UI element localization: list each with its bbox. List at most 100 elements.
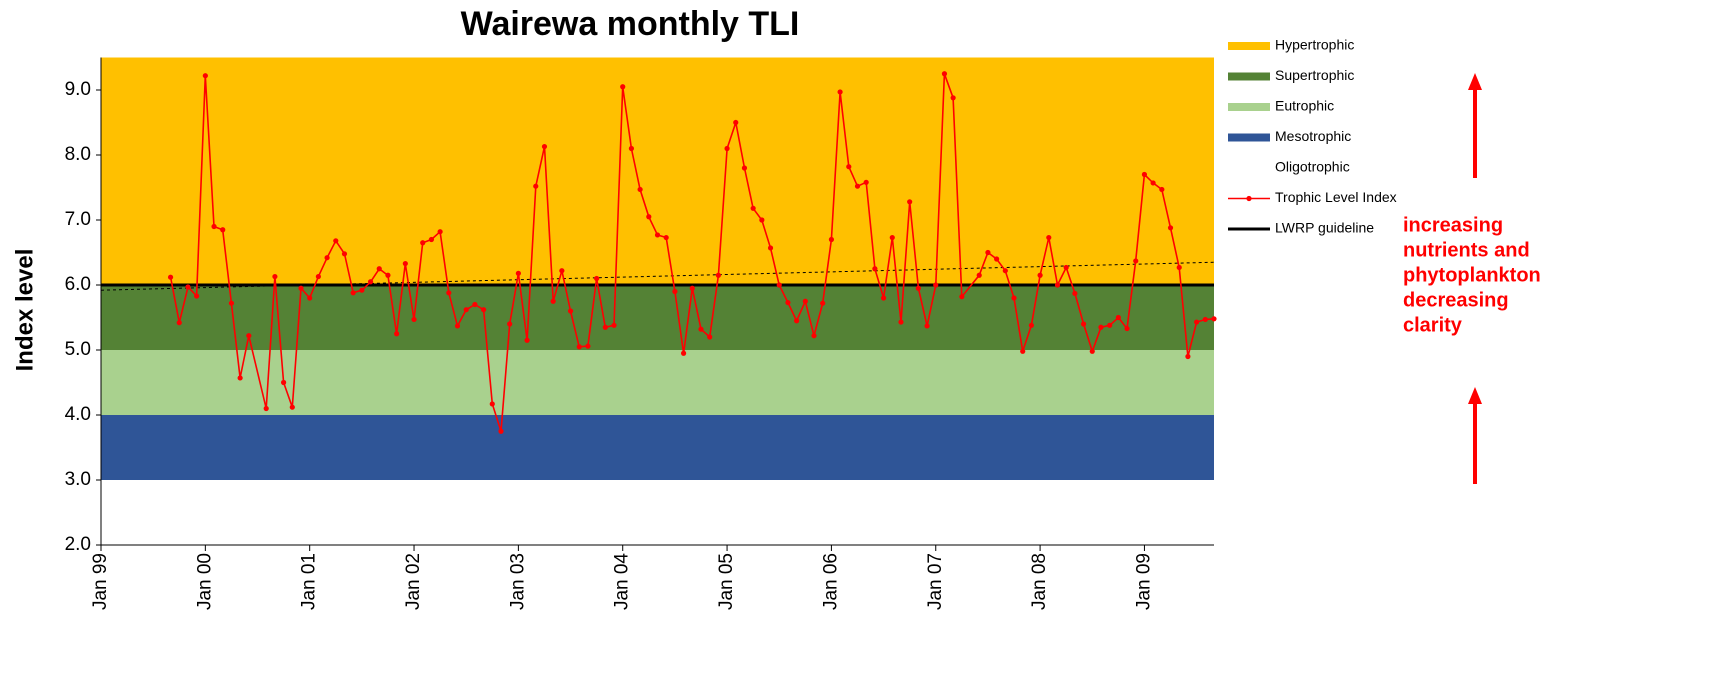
annotation: increasing <box>1403 214 1503 236</box>
data-point <box>1072 290 1078 297</box>
data-point <box>733 119 739 126</box>
legend-label: Mesotrophic <box>1275 128 1351 144</box>
data-point <box>472 301 478 308</box>
annotation: decreasing <box>1403 289 1509 311</box>
data-point <box>863 179 869 185</box>
legend: Hypertrophic Supertrophic Eutrophic Mesotro… <box>1228 37 1397 236</box>
data-point <box>411 316 417 323</box>
data-point <box>1185 353 1191 360</box>
data-point <box>794 318 800 324</box>
data-point <box>1089 348 1095 354</box>
data-point <box>367 279 374 285</box>
data-point <box>950 95 956 101</box>
data-point <box>750 205 756 211</box>
data-point <box>585 343 591 349</box>
data-point <box>185 284 191 290</box>
data-point <box>646 214 652 220</box>
x-tick-label: Jan 02 <box>403 553 424 610</box>
data-point <box>246 333 252 339</box>
data-point <box>785 299 791 306</box>
data-point <box>611 322 617 328</box>
x-tick-label: Jan 99 <box>90 553 111 610</box>
legend-label: Eutrophic <box>1275 98 1334 114</box>
data-point <box>498 428 504 434</box>
data-point <box>759 217 765 223</box>
legend-swatch-marker <box>1246 195 1252 202</box>
data-point <box>907 199 913 205</box>
legend-label: LWRP guideline <box>1275 220 1374 236</box>
data-point <box>1020 348 1026 354</box>
trophic-band <box>101 57 1214 285</box>
data-point <box>707 334 713 340</box>
data-point <box>1133 258 1139 264</box>
data-point <box>1028 322 1034 328</box>
annotation: nutrients and <box>1403 239 1530 261</box>
y-tick-label: 2.0 <box>65 534 91 555</box>
annotation: phytoplankton <box>1403 264 1541 286</box>
data-point <box>359 287 365 293</box>
arrow-up-top <box>1468 73 1482 178</box>
data-point <box>1159 186 1165 193</box>
data-point <box>985 249 991 256</box>
data-point <box>1002 268 1008 274</box>
y-tick-label: 7.0 <box>65 209 91 230</box>
data-point <box>167 274 174 280</box>
data-point <box>776 282 782 288</box>
data-point <box>324 255 330 261</box>
data-point <box>959 294 965 300</box>
data-point <box>263 405 269 412</box>
data-point <box>767 245 774 251</box>
arrow-up-bottom <box>1468 387 1482 484</box>
y-tick-label: 4.0 <box>65 404 91 425</box>
data-point <box>1150 180 1156 186</box>
data-point <box>846 164 852 170</box>
data-point <box>1080 321 1087 327</box>
data-point <box>802 298 808 304</box>
data-point <box>654 232 661 238</box>
x-tick-label: Jan 06 <box>820 553 841 610</box>
data-point <box>420 240 426 246</box>
data-point <box>1167 225 1174 231</box>
data-point <box>202 73 208 79</box>
y-tick-label: 6.0 <box>65 274 91 295</box>
data-point <box>689 285 695 291</box>
data-point <box>1176 264 1182 271</box>
data-point <box>394 331 400 337</box>
data-point <box>463 307 469 313</box>
x-tick-label: Jan 04 <box>612 553 633 610</box>
data-point <box>880 295 887 301</box>
data-point <box>541 143 548 150</box>
data-point <box>1194 319 1200 325</box>
y-tick-label: 5.0 <box>65 339 91 360</box>
data-point <box>489 401 495 407</box>
data-point <box>715 272 721 278</box>
data-point <box>1054 282 1061 288</box>
x-tick-label: Jan 01 <box>299 553 320 610</box>
data-point <box>402 260 408 267</box>
trophic-band <box>101 350 1214 415</box>
data-point <box>1202 316 1208 323</box>
data-point <box>428 236 435 243</box>
data-point <box>307 295 313 301</box>
trophic-band <box>101 480 1214 545</box>
data-point <box>1046 234 1052 241</box>
data-point <box>454 323 461 329</box>
data-point <box>594 275 600 282</box>
plot-area <box>100 57 1217 545</box>
data-point <box>741 165 748 171</box>
data-point <box>1141 171 1148 178</box>
data-point <box>872 266 878 272</box>
data-point <box>446 290 452 296</box>
data-point <box>933 282 939 288</box>
data-point <box>341 251 348 257</box>
y-tick-label: 3.0 <box>65 469 91 490</box>
legend-label: Hypertrophic <box>1275 37 1354 53</box>
legend-swatch <box>1228 164 1270 172</box>
data-point <box>480 307 487 313</box>
data-point <box>376 266 382 272</box>
data-point <box>854 183 861 189</box>
trophic-band <box>101 415 1214 480</box>
data-point <box>1063 264 1069 271</box>
data-point <box>924 323 930 329</box>
